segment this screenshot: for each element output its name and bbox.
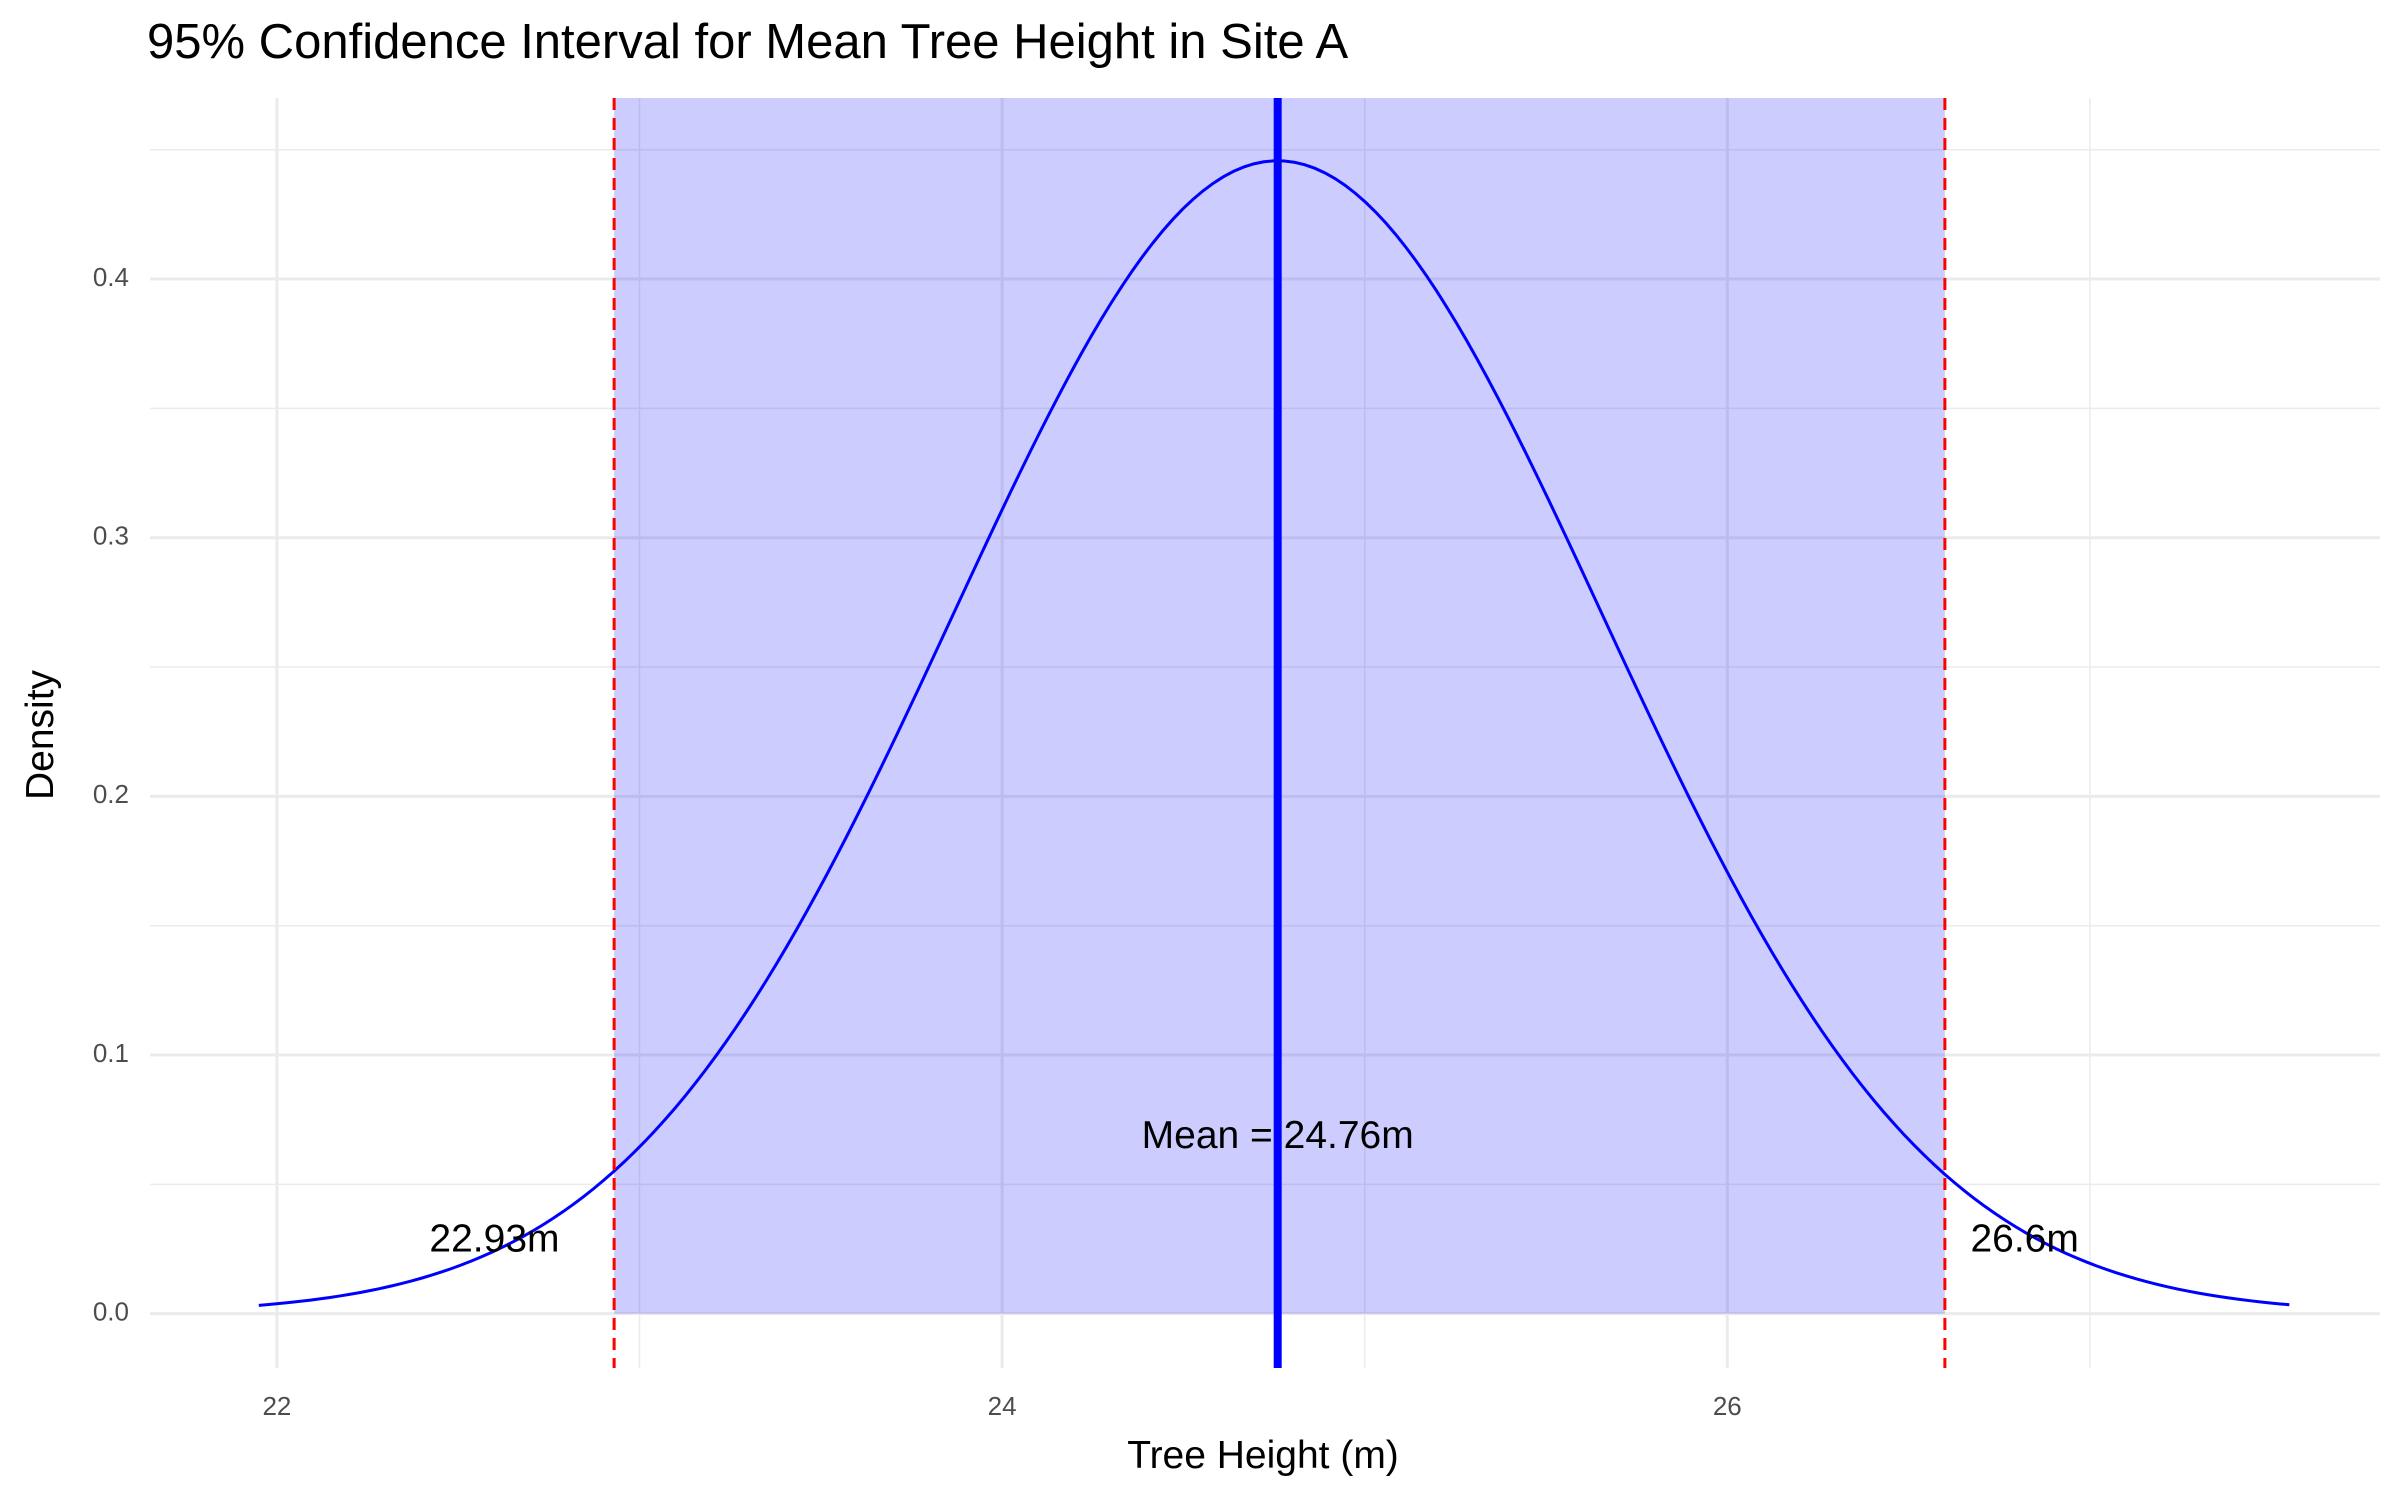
y-axis-title: Density (19, 669, 62, 800)
y-tick-label: 0.0 (93, 1297, 129, 1327)
x-tick-label: 22 (262, 1391, 291, 1421)
y-axis-ticks: 0.0 0.1 0.2 0.3 0.4 (93, 262, 129, 1327)
annotation-upper: 26.6m (1970, 1218, 2078, 1261)
minor-gridlines (150, 98, 2380, 1368)
y-tick-label: 0.2 (93, 779, 129, 809)
y-tick-label: 0.4 (93, 262, 129, 292)
x-axis-title: Tree Height (m) (1127, 1434, 1399, 1477)
y-tick-label: 0.1 (93, 1038, 129, 1068)
annotation-mean: Mean = 24.76m (1142, 1114, 1414, 1157)
x-tick-label: 24 (988, 1391, 1017, 1421)
x-tick-label: 26 (1713, 1391, 1742, 1421)
chart-title: 95% Confidence Interval for Mean Tree He… (147, 15, 1349, 69)
annotation-lower: 22.93m (429, 1218, 559, 1261)
annotations: Mean = 24.76m 22.93m 26.6m (429, 1114, 2078, 1260)
reference-lines (612, 98, 1947, 1368)
x-axis-ticks: 22 24 26 (262, 1391, 1741, 1421)
major-gridlines (150, 98, 2380, 1368)
y-tick-label: 0.3 (93, 521, 129, 551)
